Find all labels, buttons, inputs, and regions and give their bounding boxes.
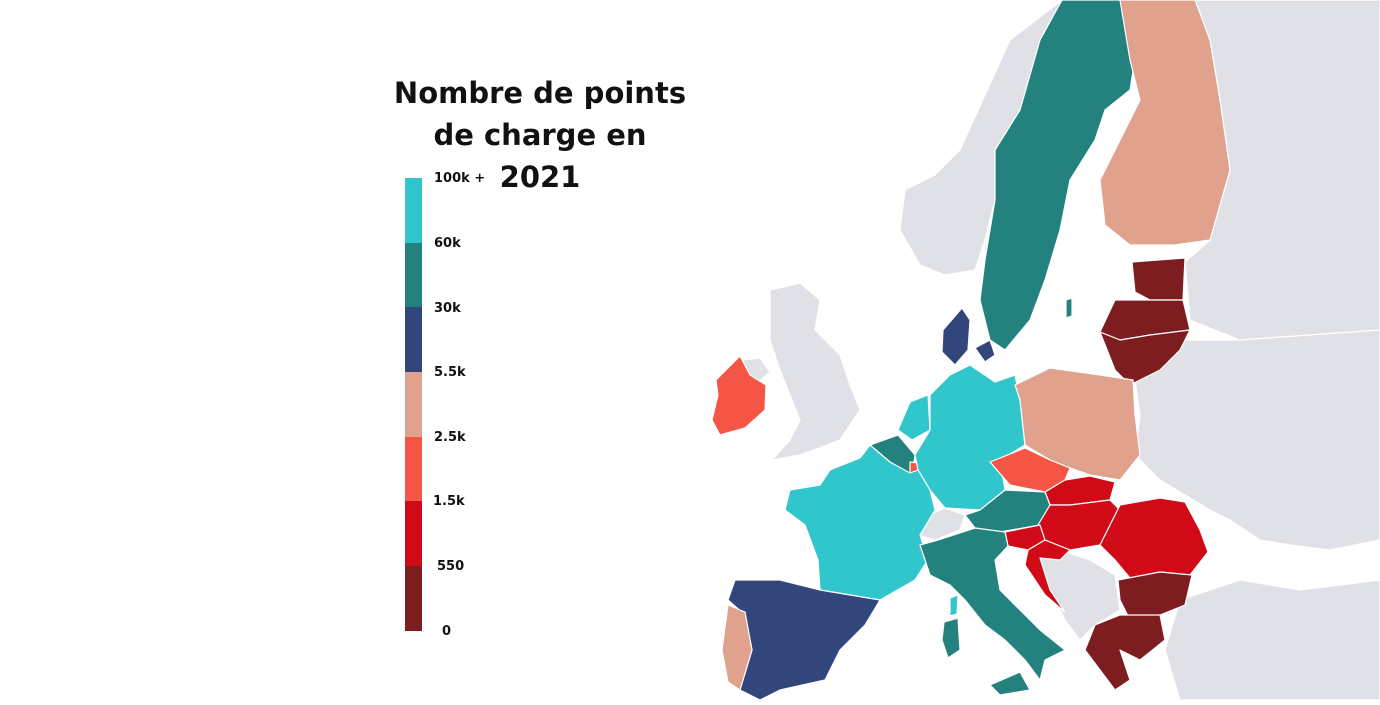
legend-tick-label: 100k + (434, 171, 486, 186)
map-title-line-1: Nombre de points (393, 76, 687, 110)
region-spain (727, 579, 881, 701)
region-corsica (949, 594, 959, 617)
legend-swatch-1-5k (405, 501, 422, 566)
region-bulgaria (1117, 571, 1193, 621)
legend-tick-label: 0 (442, 624, 452, 639)
region-denmark-islands (974, 339, 996, 363)
legend-tick-label: 60k (434, 236, 461, 251)
region-lithuania (1099, 329, 1191, 386)
region-france (784, 444, 936, 601)
region-united-kingdom (769, 282, 861, 461)
region-turkey (1164, 579, 1380, 701)
legend-tick-label: 5.5k (434, 365, 466, 380)
region-greece (1084, 614, 1166, 691)
region-germany (914, 364, 1026, 511)
europe-map-svg (711, 0, 1380, 701)
map-title-line-2: de charge en 2021 (433, 118, 647, 194)
region-sicily (989, 671, 1031, 696)
legend-swatch-2-5k (405, 437, 422, 501)
region-poland (1014, 367, 1141, 481)
region-gotland (1065, 297, 1073, 319)
region-czechia (989, 447, 1071, 493)
legend-tick-label: 1.5k (433, 494, 465, 509)
region-estonia (1131, 257, 1186, 301)
europe-map (700, 0, 1380, 701)
legend-swatch-60k (405, 243, 422, 307)
legend-swatch-5-5k (405, 372, 422, 437)
legend-tick-label: 2.5k (434, 430, 466, 445)
region-croatia (1024, 539, 1071, 613)
legend-tick-label: 550 (437, 559, 465, 574)
region-italy (919, 527, 1066, 681)
region-ireland (711, 355, 767, 436)
legend-swatch-550 (405, 566, 422, 631)
region-sweden (979, 0, 1139, 351)
region-netherlands (897, 394, 931, 441)
map-title: Nombre de points de charge en 2021 (390, 72, 690, 198)
region-sardinia (941, 617, 961, 659)
legend: 100k + 60k 30k 5.5k 2.5k 1.5k 550 0 (405, 171, 495, 639)
region-portugal (721, 604, 753, 691)
region-ukraine-belarus (1134, 329, 1380, 551)
region-denmark (941, 307, 971, 366)
region-finland (1099, 0, 1231, 246)
legend-swatch-100k-plus (405, 178, 422, 243)
legend-tick-label: 30k (434, 301, 461, 316)
legend-swatch-30k (405, 307, 422, 372)
